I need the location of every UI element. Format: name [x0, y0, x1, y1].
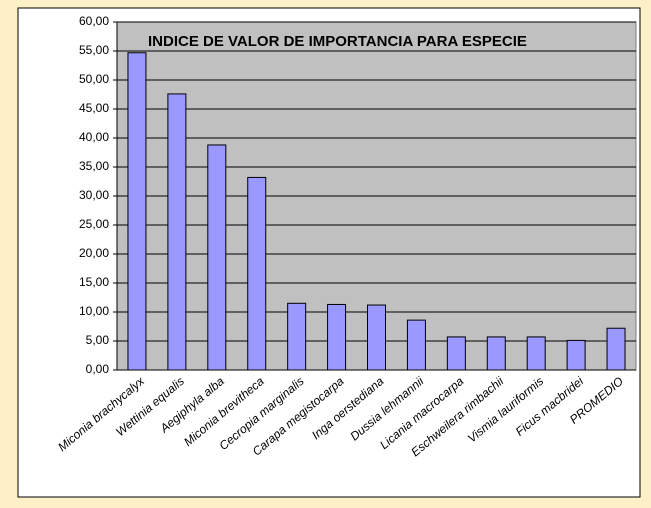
bar [167, 93, 187, 371]
bar [606, 327, 626, 371]
y-tick-label: 15,00 [79, 275, 109, 289]
bar [247, 176, 267, 371]
y-tick-label: 10,00 [79, 304, 109, 318]
bar [406, 319, 426, 371]
y-tick-label: 55,00 [79, 43, 109, 57]
y-tick-label: 20,00 [79, 246, 109, 260]
bar [207, 144, 227, 371]
y-tick-label: 35,00 [79, 159, 109, 173]
bar [486, 336, 506, 371]
bar [287, 302, 307, 371]
y-tick-label: 50,00 [79, 72, 109, 86]
y-tick-label: 40,00 [79, 130, 109, 144]
y-tick-label: 45,00 [79, 101, 109, 115]
bar [526, 336, 546, 371]
y-tick-label: 25,00 [79, 217, 109, 231]
chart-title: INDICE DE VALOR DE IMPORTANCIA PARA ESPE… [148, 33, 527, 50]
bar [127, 52, 147, 371]
bar [327, 303, 347, 371]
y-tick-label: 30,00 [79, 188, 109, 202]
title-clip: INDICE DE VALOR DE IMPORTANCIA PARA ESPE… [148, 33, 527, 50]
y-tick-label: 60,00 [79, 14, 109, 28]
bar [446, 336, 466, 371]
y-tick-label: 5,00 [86, 333, 110, 347]
bar [566, 339, 586, 371]
bar [367, 304, 386, 371]
y-tick-label: 0,00 [86, 362, 110, 376]
